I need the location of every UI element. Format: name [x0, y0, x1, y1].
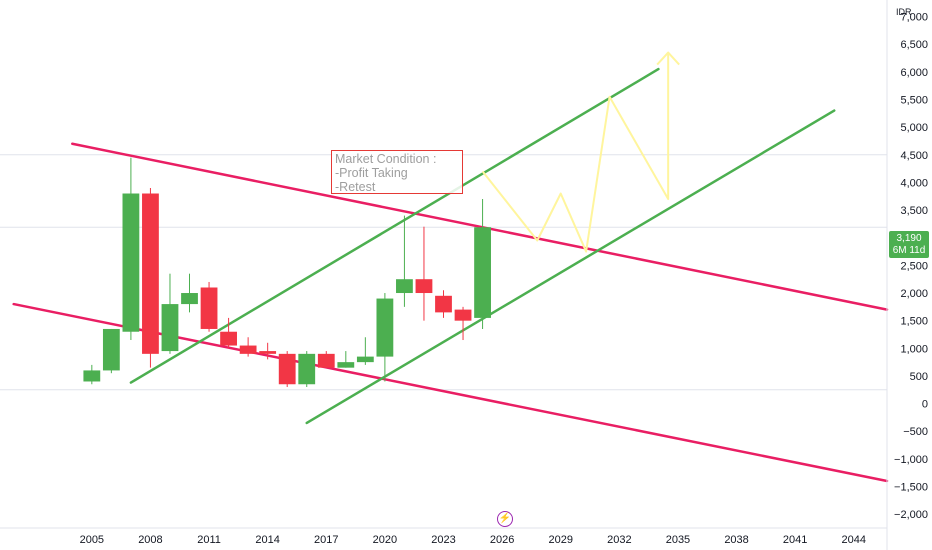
candle	[415, 226, 433, 321]
candle	[278, 351, 296, 388]
note-line-2: -Profit Taking	[335, 166, 408, 180]
time-axis-tick: 2038	[724, 534, 748, 546]
candle	[317, 351, 335, 368]
candle-body	[239, 345, 257, 354]
candle	[356, 337, 374, 365]
price-axis-tick: 5,000	[900, 122, 928, 134]
candle	[161, 273, 179, 354]
candle-body	[122, 193, 140, 332]
note-line-3: -Retest	[335, 180, 376, 194]
candle-body	[181, 293, 198, 305]
candle	[220, 317, 237, 349]
price-axis-tick: −2,000	[894, 509, 928, 521]
projection-line[interactable]	[481, 52, 670, 253]
time-axis-tick: 2029	[548, 534, 572, 546]
candle-body	[278, 353, 296, 385]
candle-body	[474, 227, 491, 318]
price-axis-tick: 6,000	[900, 67, 928, 79]
candle-body	[396, 279, 413, 294]
candle	[122, 157, 140, 341]
candle-body	[337, 362, 355, 368]
lightning-logo-icon[interactable]: ⚡	[497, 511, 513, 527]
candle-body	[415, 279, 433, 294]
candle	[454, 306, 472, 341]
candle-body	[356, 356, 374, 363]
time-axis-tick: 2011	[197, 534, 221, 546]
candle-body	[298, 353, 316, 385]
candle-body	[435, 295, 452, 313]
last-price-badge: 3,190 6M 11d	[889, 231, 929, 258]
candle-body	[200, 287, 218, 329]
time-axis-tick: 2020	[373, 534, 397, 546]
price-axis-tick: 4,000	[900, 177, 928, 189]
candlesticks	[83, 157, 491, 388]
candle	[239, 337, 257, 357]
time-axis-tick: 2017	[314, 534, 338, 546]
candle-body	[83, 370, 101, 382]
price-axis-tick: 1,500	[900, 316, 928, 328]
candle-body	[259, 351, 277, 354]
candle	[102, 328, 120, 374]
candle-body	[161, 304, 179, 352]
bar-countdown: 6M 11d	[892, 245, 926, 256]
candle	[396, 215, 413, 307]
candle-body	[376, 298, 394, 357]
time-axis-tick: 2044	[842, 534, 866, 546]
time-axis-tick: 2041	[783, 534, 807, 546]
price-axis-tick: 2,000	[900, 288, 928, 300]
candle	[181, 273, 198, 313]
note-line-1: Market Condition :	[335, 152, 437, 166]
candle	[298, 351, 316, 388]
candle-body	[142, 193, 159, 354]
price-axis-tick: −1,500	[894, 482, 928, 494]
price-axis-tick: 500	[910, 371, 928, 383]
price-axis-tick: 2,500	[900, 260, 928, 272]
time-axis-tick: 2005	[80, 534, 104, 546]
price-axis-tick: 0	[922, 399, 928, 411]
price-axis[interactable]: 7,000 6,500 6,000 5,500 5,000 4,500 4,000 3,500…	[894, 12, 928, 522]
trendline[interactable]	[12, 302, 889, 483]
time-axis-tick: 2008	[138, 534, 162, 546]
candle	[474, 199, 491, 329]
time-axis-tick: 2023	[431, 534, 455, 546]
candle	[259, 342, 277, 360]
candle-body	[220, 331, 237, 346]
price-axis-tick: 3,500	[900, 205, 928, 217]
candle	[200, 281, 218, 332]
price-axis-tick: 5,500	[900, 95, 928, 107]
time-axis[interactable]: 2005 2008 2011 2014 2017 2020 2023 2026 2029 2032…	[80, 534, 866, 546]
candle	[83, 364, 101, 385]
time-axis-tick: 2032	[607, 534, 631, 546]
candle	[337, 351, 355, 368]
trendline[interactable]	[305, 109, 836, 425]
candle	[376, 293, 394, 382]
price-axis-tick: −500	[903, 426, 928, 438]
last-price-value: 3,190	[896, 233, 922, 244]
currency-label: IDR	[896, 7, 912, 17]
candle	[142, 187, 159, 368]
trendline[interactable]	[129, 67, 660, 384]
market-condition-note[interactable]: Market Condition : -Profit Taking -Retes…	[331, 150, 463, 194]
projection-arrowhead	[656, 51, 680, 66]
trendline[interactable]	[71, 142, 889, 311]
time-axis-tick: 2014	[255, 534, 279, 546]
time-axis-tick: 2026	[490, 534, 514, 546]
time-axis-tick: 2035	[666, 534, 690, 546]
price-axis-tick: 4,500	[900, 150, 928, 162]
price-projection-path[interactable]	[481, 51, 680, 253]
trendlines[interactable]	[12, 67, 889, 483]
price-axis-tick: 7,000	[900, 12, 928, 24]
candle	[435, 290, 452, 318]
candle-body	[454, 309, 472, 321]
candle-body	[317, 353, 335, 368]
price-axis-tick: 1,000	[900, 343, 928, 355]
price-axis-tick: 6,500	[900, 39, 928, 51]
price-axis-tick: −1,000	[894, 454, 928, 466]
candle-body	[102, 328, 120, 371]
